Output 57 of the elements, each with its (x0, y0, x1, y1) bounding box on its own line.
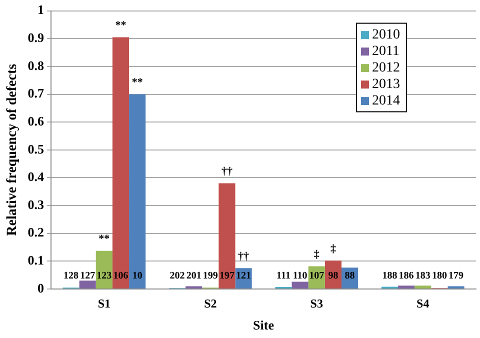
annotation: 188 (382, 270, 398, 282)
annotation: 121 (236, 270, 252, 282)
x-axis-title: Site (253, 318, 274, 333)
annotation: 197 (219, 270, 234, 282)
annotation: ** (98, 233, 110, 246)
y-tick-label: 0.9 (28, 30, 45, 45)
annotation: 106 (113, 270, 128, 282)
annotation: 201 (186, 270, 202, 282)
legend-label: 2011 (372, 44, 400, 60)
annotation: 202 (170, 270, 185, 282)
annotation: 127 (80, 270, 96, 282)
annotation: 110 (292, 270, 308, 282)
legend-label: 2012 (372, 60, 400, 76)
annotation: 180 (432, 270, 447, 282)
annotation: ‡ (330, 242, 336, 255)
annotation: †† (221, 166, 233, 178)
bar (218, 183, 236, 288)
y-tick-label: 0.6 (28, 113, 45, 128)
x-tick-label: S1 (98, 296, 111, 310)
y-tick-label: 0.8 (28, 58, 45, 73)
annotation: ** (132, 76, 144, 89)
annotation: †† (238, 250, 250, 262)
y-tick-label: 0 (38, 280, 44, 296)
annotation: 186 (398, 270, 414, 282)
bar (96, 250, 112, 288)
bar (398, 286, 415, 288)
y-tick-label: 0.7 (28, 86, 45, 101)
annotation: 107 (309, 270, 324, 282)
bar (129, 94, 146, 288)
bar (79, 280, 96, 288)
annotation: 179 (448, 270, 464, 282)
legend-label: 2014 (372, 94, 400, 109)
bar (292, 282, 308, 288)
y-tick-label: 0.3 (28, 196, 45, 212)
annotation: ‡ (314, 248, 320, 261)
bar (414, 286, 432, 288)
annotation: 10 (132, 270, 142, 282)
y-tick-label: 0.4 (28, 169, 45, 184)
y-tick-label: 0.2 (28, 224, 44, 240)
annotation: 183 (415, 270, 430, 282)
y-tick-label: 0.1 (28, 252, 44, 268)
y-tick-label: 1 (38, 2, 44, 18)
x-tick-label: S3 (310, 296, 323, 310)
legend-label: 2013 (372, 77, 400, 92)
x-tick-label: S4 (416, 296, 430, 310)
annotation: 128 (64, 270, 79, 282)
annotation: 123 (96, 270, 112, 282)
annotation: 199 (202, 270, 218, 282)
annotation: ** (115, 20, 127, 32)
annotation: 98 (328, 270, 338, 282)
x-tick-label: S2 (204, 296, 217, 310)
y-axis-title: Relative frequency of defects (5, 63, 20, 236)
legend-label: 2010 (372, 28, 400, 43)
annotation: 111 (276, 270, 290, 282)
y-tick-label: 0.5 (28, 141, 45, 156)
annotation: 88 (344, 270, 355, 282)
bar (112, 37, 130, 288)
